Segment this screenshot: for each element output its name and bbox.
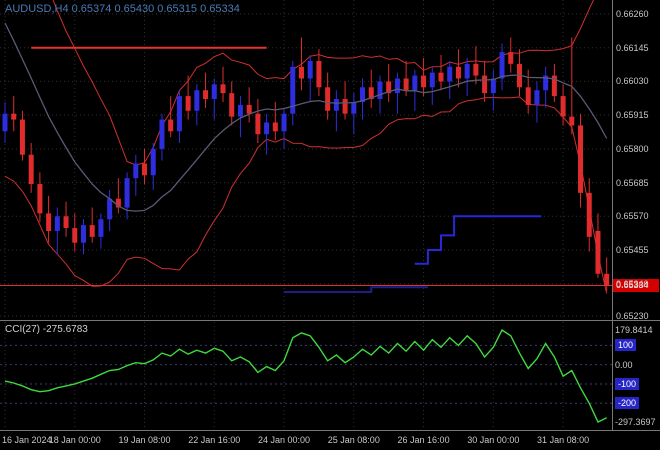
support-step-blue <box>414 215 542 265</box>
grid-lines <box>0 0 612 430</box>
volatility-bands <box>4 0 608 294</box>
cci-line <box>4 328 608 423</box>
overlay-lines <box>31 46 542 293</box>
support-navy <box>284 286 428 293</box>
moving-average-line <box>4 22 608 212</box>
candlesticks <box>2 37 610 292</box>
pane-separators <box>0 0 660 431</box>
